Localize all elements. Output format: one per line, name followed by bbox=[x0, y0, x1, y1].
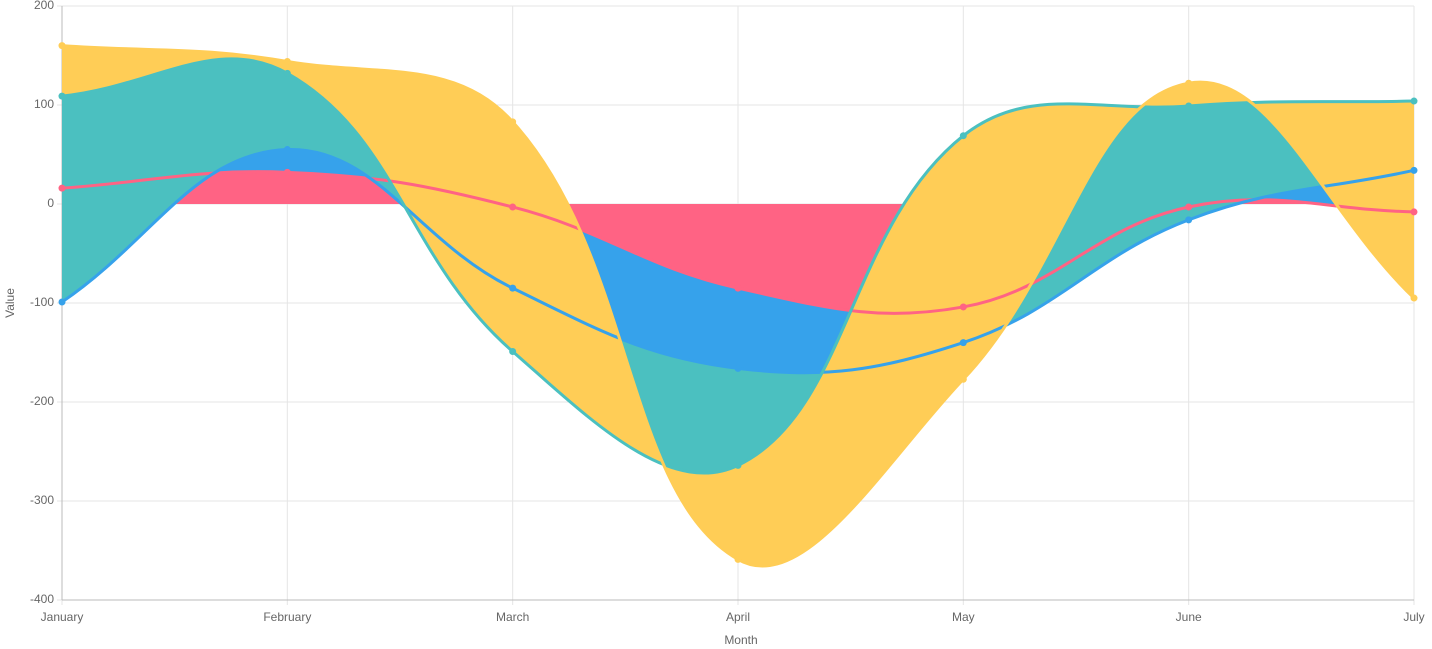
point bbox=[1410, 294, 1418, 302]
point bbox=[1185, 102, 1193, 110]
point bbox=[959, 375, 967, 383]
point bbox=[959, 339, 967, 347]
point bbox=[283, 146, 291, 154]
point bbox=[58, 92, 66, 100]
y-tick-label: -400 bbox=[30, 592, 54, 606]
point bbox=[58, 298, 66, 306]
point bbox=[58, 42, 66, 50]
point bbox=[283, 69, 291, 77]
point bbox=[1185, 216, 1193, 224]
point bbox=[283, 168, 291, 176]
point bbox=[959, 303, 967, 311]
y-tick-label: -300 bbox=[30, 493, 54, 507]
point bbox=[734, 461, 742, 469]
point bbox=[509, 284, 517, 292]
y-tick-label: -100 bbox=[30, 295, 54, 309]
y-tick-label: 0 bbox=[47, 196, 54, 210]
x-tick-label: July bbox=[1403, 610, 1424, 624]
area bbox=[62, 45, 1414, 567]
point bbox=[509, 118, 517, 126]
area bbox=[62, 149, 1414, 373]
x-tick-label: March bbox=[496, 610, 529, 624]
y-axis-title: Value bbox=[3, 288, 17, 318]
x-tick-label: May bbox=[952, 610, 975, 624]
point bbox=[1185, 79, 1193, 87]
point bbox=[1410, 208, 1418, 216]
point bbox=[734, 555, 742, 563]
point bbox=[1410, 97, 1418, 105]
x-tick-label: January bbox=[41, 610, 84, 624]
x-tick-label: April bbox=[726, 610, 750, 624]
point bbox=[509, 203, 517, 211]
point bbox=[734, 364, 742, 372]
x-tick-label: February bbox=[263, 610, 311, 624]
point bbox=[1410, 166, 1418, 174]
x-axis-title: Month bbox=[724, 633, 757, 647]
y-tick-label: 200 bbox=[34, 0, 54, 12]
point bbox=[734, 284, 742, 292]
point bbox=[1185, 203, 1193, 211]
x-tick-label: June bbox=[1176, 610, 1202, 624]
point bbox=[58, 184, 66, 192]
point bbox=[509, 348, 517, 356]
y-tick-label: -200 bbox=[30, 394, 54, 408]
point bbox=[959, 132, 967, 140]
y-tick-label: 100 bbox=[34, 97, 54, 111]
point bbox=[283, 57, 291, 65]
